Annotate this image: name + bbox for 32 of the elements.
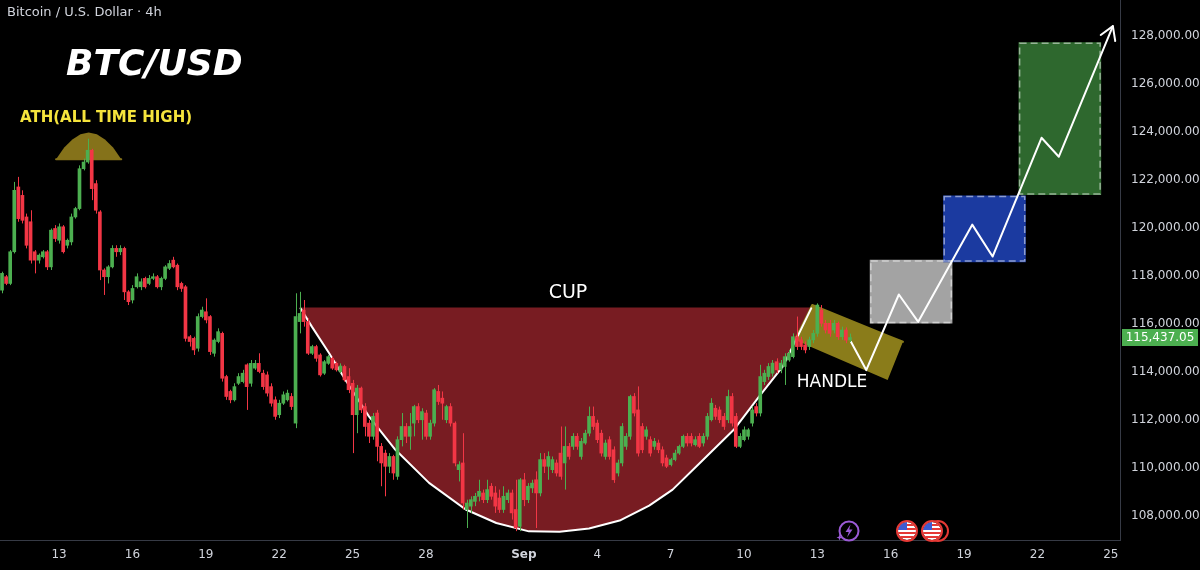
- x-tick-label: 25: [344, 547, 361, 562]
- text: BTC/USD: [66, 42, 243, 84]
- x-tick-label: 4: [593, 547, 602, 562]
- x-tick-label: 19: [198, 547, 214, 562]
- x-tick-label: 22: [271, 547, 287, 562]
- chart-subtitle: Bitcoin / U.S. Dollar · 4h: [7, 4, 162, 20]
- y-tick-label: 122,000.00: [1131, 172, 1200, 187]
- annotation: CUP: [548, 279, 588, 302]
- y-tick-label: 116,000.00: [1131, 316, 1200, 331]
- x-tick-label: 25: [1103, 547, 1119, 562]
- x-tick-label: 10: [736, 547, 752, 562]
- y-tick-label: 128,000.00: [1131, 28, 1200, 43]
- y-tick-label: 124,000.00: [1131, 124, 1200, 139]
- y-tick-label: 126,000.00: [1131, 76, 1200, 91]
- x-tick-label: 7: [666, 547, 675, 562]
- x-tick-label: 16: [883, 547, 899, 562]
- x-tick-label: 13: [51, 547, 67, 562]
- x-tick-label: 16: [124, 547, 141, 562]
- y-tick-label: 110,000.00: [1131, 460, 1200, 475]
- y-tick-label: 114,000.00: [1131, 364, 1200, 379]
- y-tick-label: 120,000.00: [1131, 220, 1200, 235]
- y-tick-label: 108,000.00: [1131, 508, 1200, 523]
- x-tick-label: 22: [1029, 547, 1046, 562]
- y-tick-label: 118,000.00: [1131, 268, 1200, 283]
- x-tick-label: 19: [956, 547, 972, 562]
- annotation: ATH(ALL TIME HIGH): [19, 107, 193, 126]
- x-tick-label: 13: [809, 547, 825, 562]
- annotation: HANDLE: [796, 371, 868, 392]
- text: 115,437.05: [1125, 330, 1195, 345]
- x-tick-label: 28: [418, 547, 434, 562]
- y-tick-label: 112,000.00: [1131, 412, 1200, 427]
- x-tick-label: Sep: [511, 547, 537, 562]
